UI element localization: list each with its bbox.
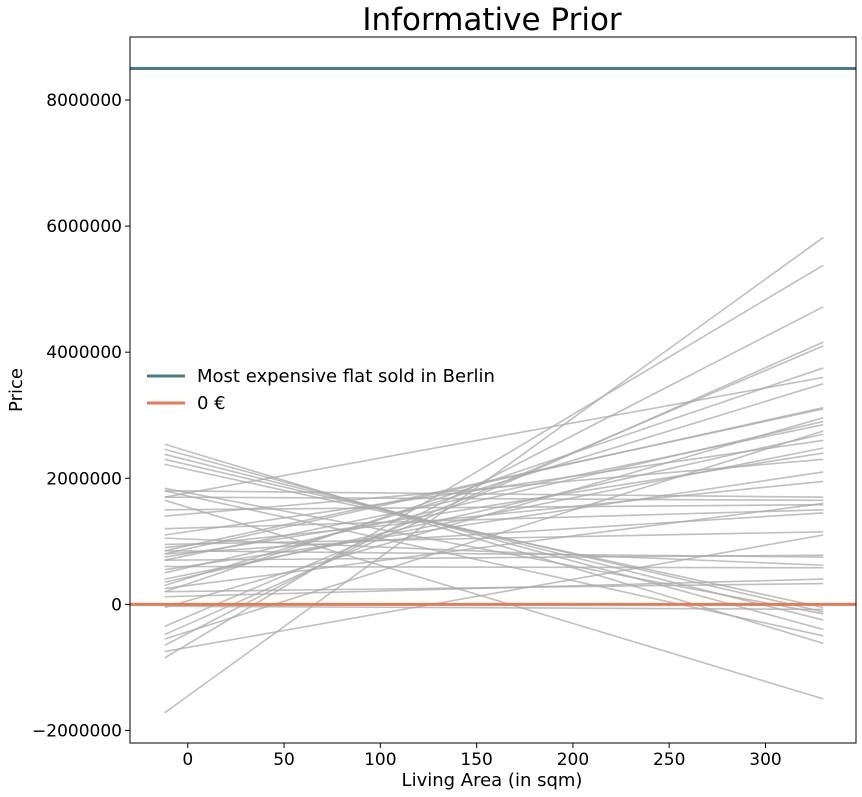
prior-line [164,471,824,571]
prior-line [164,345,824,628]
x-tick-label: 250 [653,750,685,770]
y-tick-label: 0 [111,595,122,615]
prior-line [164,416,824,609]
y-axis: −2000000 0 2000000 4000000 6000000 8000000 [32,91,130,741]
x-tick-label: 200 [557,750,589,770]
prior-line [164,452,824,558]
x-tick-label: 300 [749,750,781,770]
prior-line [164,508,824,530]
y-tick-label: 2000000 [46,469,122,489]
legend: Most expensive flat sold in Berlin 0 € [147,366,495,414]
y-tick-label: 6000000 [46,217,122,237]
prior-line [164,423,824,561]
plot-frame [129,36,857,744]
y-axis-label: Price [6,368,27,412]
prior-line [164,605,824,611]
plot-lines [130,67,856,714]
legend-label: Most expensive flat sold in Berlin [197,366,495,387]
prior-line [164,490,824,498]
x-axis: 0 50 100 150 200 250 300 [182,743,782,770]
x-tick-label: 150 [460,750,492,770]
prior-line [164,582,824,593]
prior-line [164,502,824,590]
prior-line [164,499,824,700]
prior-line [164,443,824,645]
legend-label: 0 € [197,393,226,414]
prior-line [164,458,824,613]
x-axis-label: Living Area (in sqm) [402,770,583,791]
x-tick-label: 50 [273,750,295,770]
x-tick-label: 100 [364,750,396,770]
prior-line [164,512,824,555]
prior-line [164,534,824,653]
prior-line [164,448,824,631]
y-tick-label: −2000000 [32,721,122,741]
prior-line [164,236,824,714]
prior-line [164,496,824,502]
chart-title: Informative Prior [362,2,622,38]
prior-line [164,453,824,621]
prior-line [164,549,824,558]
prior-line [164,565,824,569]
y-tick-label: 4000000 [46,343,122,363]
prior-line [164,264,824,659]
prior-line [164,458,824,517]
prior-line [164,490,824,637]
prior-line [164,306,824,647]
prior-line [164,480,824,549]
prior-line [164,408,824,552]
x-tick-label: 0 [182,750,193,770]
y-tick-label: 8000000 [46,91,122,111]
